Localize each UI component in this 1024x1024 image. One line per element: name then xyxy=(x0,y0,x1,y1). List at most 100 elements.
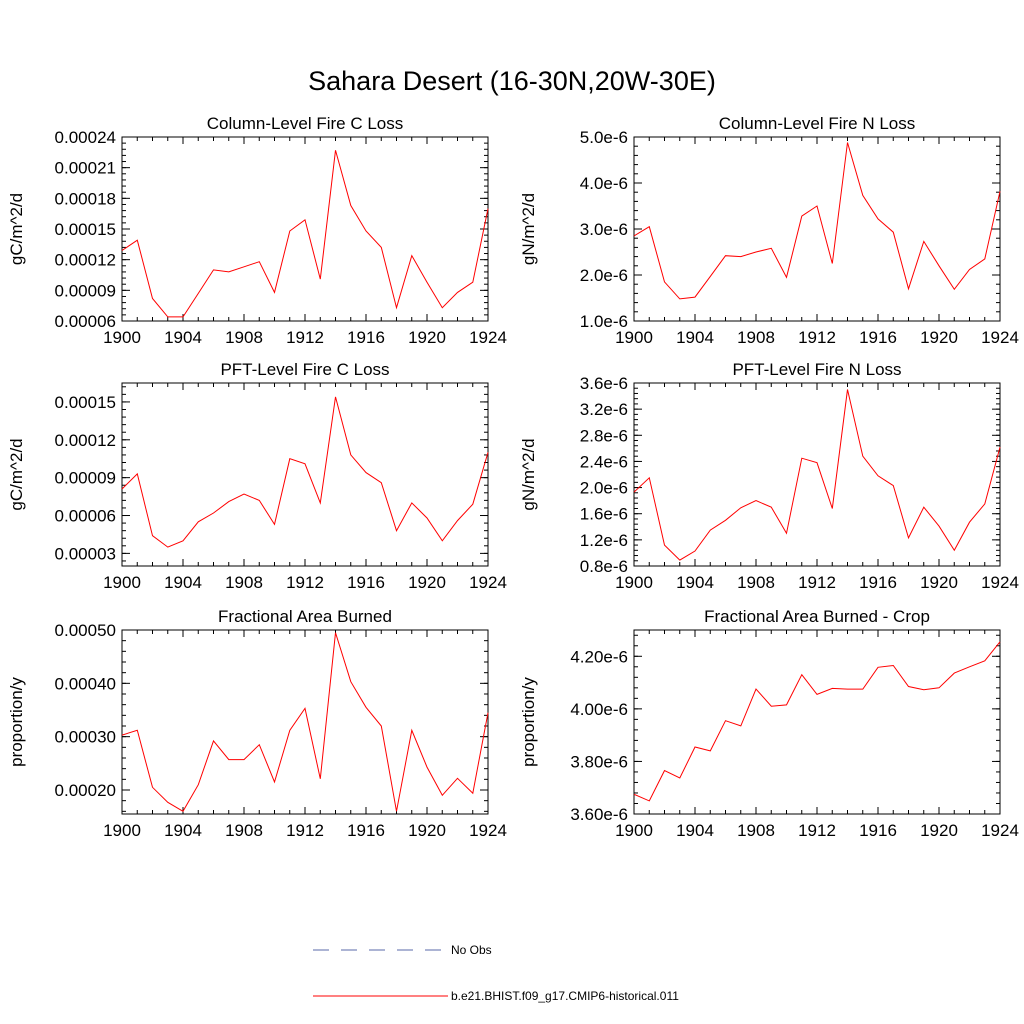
y-tick-label: 3.6e-6 xyxy=(580,374,628,393)
plot-frame xyxy=(121,629,489,815)
y-tick-label: 1.6e-6 xyxy=(580,505,628,524)
x-tick-label: 1924 xyxy=(469,821,507,840)
x-tick-label: 1920 xyxy=(408,328,446,347)
x-tick-label: 1900 xyxy=(103,328,141,347)
chart-title: Column-Level Fire N Loss xyxy=(719,114,916,133)
y-tick-label: 4.20e-6 xyxy=(570,647,628,666)
series-line xyxy=(633,389,1001,561)
x-tick-label: 1916 xyxy=(859,573,897,592)
chart-panel-3: PFT-Level Fire C Loss gC/m^2/d 1900 1904 190… xyxy=(7,360,507,592)
y-tick-label: 2.0e-6 xyxy=(580,266,628,285)
y-tick-label: 2.4e-6 xyxy=(580,452,628,471)
x-tick-label: 1912 xyxy=(286,573,324,592)
plot-frame xyxy=(121,382,489,567)
x-tick-label: 1916 xyxy=(347,821,385,840)
x-tick-label: 1920 xyxy=(920,573,958,592)
plot-frame xyxy=(633,136,1001,322)
series-line xyxy=(121,396,489,548)
x-tick-label: 1916 xyxy=(859,328,897,347)
y-tick-label: 2.8e-6 xyxy=(580,426,628,445)
series-line xyxy=(121,632,489,812)
x-tick-label: 1908 xyxy=(737,821,775,840)
y-axis-label: gC/m^2/d xyxy=(7,438,26,510)
series-line xyxy=(121,150,489,318)
y-tick-label: 0.8e-6 xyxy=(580,557,628,576)
x-tick-label: 1916 xyxy=(859,821,897,840)
y-tick-label: 0.00006 xyxy=(55,312,116,331)
y-axis-label: gN/m^2/d xyxy=(519,438,538,510)
x-tick-label: 1916 xyxy=(347,573,385,592)
y-tick-label: 0.00024 xyxy=(55,128,116,147)
x-tick-label: 1924 xyxy=(981,328,1019,347)
y-tick-label: 0.00020 xyxy=(55,781,116,800)
chart-title: PFT-Level Fire N Loss xyxy=(732,360,901,379)
y-tick-label: 3.80e-6 xyxy=(570,752,628,771)
chart-title: Column-Level Fire C Loss xyxy=(207,114,404,133)
page-title: Sahara Desert (16-30N,20W-30E) xyxy=(308,66,716,96)
y-tick-label: 0.00030 xyxy=(55,728,116,747)
x-tick-label: 1920 xyxy=(920,821,958,840)
chart-panels: Column-Level Fire C Loss gC/m^2/d 1900 1904… xyxy=(7,114,1019,840)
y-tick-label: 0.00015 xyxy=(55,393,116,412)
y-tick-label: 3.0e-6 xyxy=(580,220,628,239)
plot-frame xyxy=(121,136,489,322)
x-tick-label: 1924 xyxy=(981,573,1019,592)
y-tick-label: 5.0e-6 xyxy=(580,128,628,147)
x-tick-label: 1900 xyxy=(103,573,141,592)
y-tick-label: 0.00012 xyxy=(55,431,116,450)
x-tick-label: 1912 xyxy=(798,573,836,592)
y-tick-label: 0.00009 xyxy=(55,281,116,300)
x-tick-label: 1904 xyxy=(164,821,202,840)
x-tick-label: 1924 xyxy=(469,328,507,347)
plot-frame xyxy=(633,629,1001,815)
chart-panel-4: PFT-Level Fire N Loss gN/m^2/d 1900 1904 190… xyxy=(519,360,1019,592)
x-tick-label: 1904 xyxy=(676,821,714,840)
y-tick-label: 0.00040 xyxy=(55,674,116,693)
legend-label-model: b.e21.BHIST.f09_g17.CMIP6-historical.011 xyxy=(451,989,679,1003)
x-tick-label: 1900 xyxy=(615,821,653,840)
x-tick-label: 1912 xyxy=(286,821,324,840)
y-tick-label: 0.00021 xyxy=(55,159,116,178)
x-tick-label: 1908 xyxy=(737,573,775,592)
y-tick-label: 0.00018 xyxy=(55,189,116,208)
x-tick-label: 1900 xyxy=(615,328,653,347)
x-tick-label: 1920 xyxy=(408,821,446,840)
x-tick-label: 1912 xyxy=(798,821,836,840)
series-line xyxy=(633,142,1001,300)
chart-title: Fractional Area Burned xyxy=(218,607,392,626)
y-axis-label: gC/m^2/d xyxy=(7,193,26,265)
x-tick-label: 1916 xyxy=(347,328,385,347)
y-tick-label: 4.00e-6 xyxy=(570,700,628,719)
y-tick-label: 1.0e-6 xyxy=(580,312,628,331)
chart-title: PFT-Level Fire C Loss xyxy=(220,360,389,379)
x-tick-label: 1912 xyxy=(286,328,324,347)
y-tick-label: 0.00015 xyxy=(55,220,116,239)
y-tick-label: 4.0e-6 xyxy=(580,174,628,193)
plot-frame xyxy=(633,382,1001,567)
y-tick-label: 1.2e-6 xyxy=(580,531,628,550)
x-tick-label: 1904 xyxy=(676,328,714,347)
y-axis-label: proportion/y xyxy=(519,677,538,767)
x-tick-label: 1904 xyxy=(676,573,714,592)
x-tick-label: 1900 xyxy=(103,821,141,840)
x-tick-label: 1900 xyxy=(615,573,653,592)
y-tick-label: 0.00009 xyxy=(55,469,116,488)
chart-panel-2: Column-Level Fire N Loss gN/m^2/d 1900 1904… xyxy=(519,114,1019,347)
x-tick-label: 1904 xyxy=(164,328,202,347)
y-tick-label: 0.00003 xyxy=(55,544,116,563)
y-tick-label: 3.60e-6 xyxy=(570,805,628,824)
chart-title: Fractional Area Burned - Crop xyxy=(704,607,930,626)
x-tick-label: 1908 xyxy=(737,328,775,347)
x-tick-label: 1920 xyxy=(920,328,958,347)
x-tick-label: 1920 xyxy=(408,573,446,592)
y-tick-label: 0.00050 xyxy=(55,621,116,640)
x-tick-label: 1908 xyxy=(225,821,263,840)
legend-label-no-obs: No Obs xyxy=(451,943,492,957)
x-tick-label: 1924 xyxy=(469,573,507,592)
series-line xyxy=(633,641,1001,802)
x-tick-label: 1904 xyxy=(164,573,202,592)
x-tick-label: 1908 xyxy=(225,573,263,592)
x-tick-label: 1924 xyxy=(981,821,1019,840)
legend: No Obs b.e21.BHIST.f09_g17.CMIP6-histori… xyxy=(313,943,679,1003)
